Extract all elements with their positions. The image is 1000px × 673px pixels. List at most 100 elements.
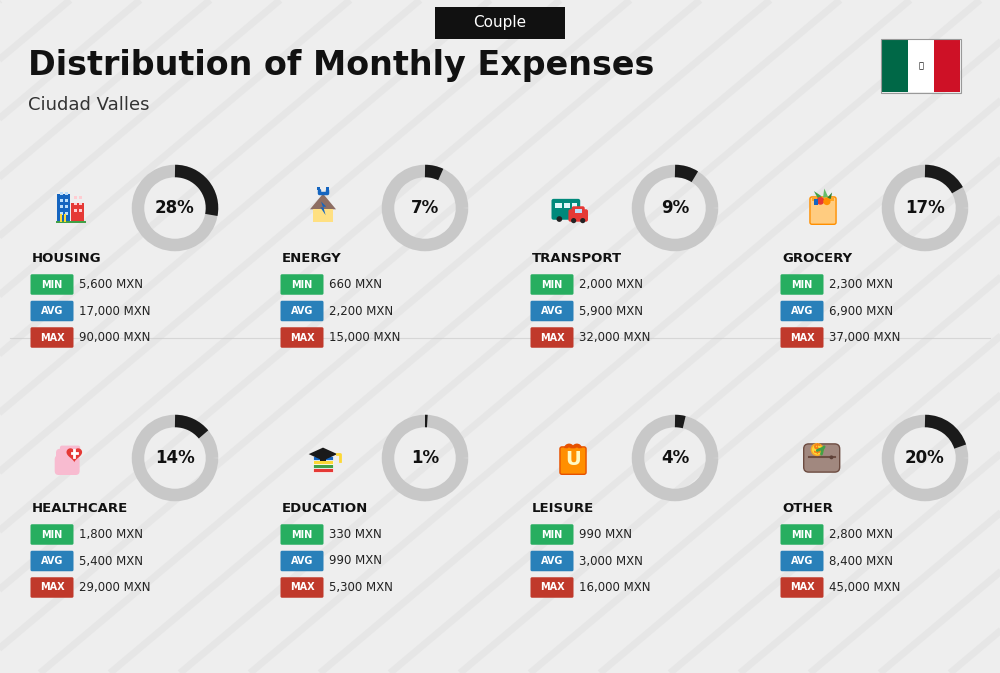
FancyBboxPatch shape xyxy=(568,209,588,221)
Text: MIN: MIN xyxy=(291,279,313,289)
Text: MAX: MAX xyxy=(40,583,64,592)
Bar xyxy=(65,205,68,208)
Bar xyxy=(56,221,86,223)
FancyBboxPatch shape xyxy=(552,199,580,220)
Bar xyxy=(71,203,84,222)
Polygon shape xyxy=(827,192,832,199)
Bar xyxy=(934,40,960,92)
Text: MIN: MIN xyxy=(541,530,563,540)
Bar xyxy=(313,456,333,460)
Text: 45,000 MXN: 45,000 MXN xyxy=(829,581,900,594)
Text: $: $ xyxy=(813,443,822,456)
FancyBboxPatch shape xyxy=(572,206,585,215)
Text: TRANSPORT: TRANSPORT xyxy=(532,252,622,264)
Text: 5,400 MXN: 5,400 MXN xyxy=(79,555,143,567)
Bar xyxy=(79,196,82,199)
FancyBboxPatch shape xyxy=(30,301,74,321)
Text: AVG: AVG xyxy=(541,556,563,566)
Circle shape xyxy=(556,216,562,222)
Text: 17,000 MXN: 17,000 MXN xyxy=(79,304,150,318)
FancyBboxPatch shape xyxy=(69,446,76,457)
Text: 3,000 MXN: 3,000 MXN xyxy=(579,555,643,567)
Text: 20%: 20% xyxy=(905,449,945,467)
FancyBboxPatch shape xyxy=(435,7,565,39)
Bar xyxy=(60,214,62,221)
FancyBboxPatch shape xyxy=(781,577,824,598)
Text: Ciudad Valles: Ciudad Valles xyxy=(28,96,150,114)
Text: 1,800 MXN: 1,800 MXN xyxy=(79,528,143,541)
FancyBboxPatch shape xyxy=(531,275,574,295)
FancyBboxPatch shape xyxy=(531,327,574,348)
FancyBboxPatch shape xyxy=(531,524,574,544)
Text: HOUSING: HOUSING xyxy=(32,252,102,264)
Text: MAX: MAX xyxy=(290,583,314,592)
FancyBboxPatch shape xyxy=(280,524,324,544)
Text: 2,800 MXN: 2,800 MXN xyxy=(829,528,893,541)
FancyBboxPatch shape xyxy=(810,197,836,224)
Bar xyxy=(79,209,82,212)
Circle shape xyxy=(811,444,823,456)
Bar xyxy=(881,39,961,93)
Bar xyxy=(566,451,580,456)
FancyBboxPatch shape xyxy=(30,275,74,295)
Bar xyxy=(313,209,333,222)
Bar xyxy=(65,199,68,201)
Text: MAX: MAX xyxy=(790,332,814,343)
FancyBboxPatch shape xyxy=(55,456,80,475)
Text: 90,000 MXN: 90,000 MXN xyxy=(79,331,150,344)
Polygon shape xyxy=(814,191,822,199)
Text: AVG: AVG xyxy=(791,556,813,566)
Text: 16,000 MXN: 16,000 MXN xyxy=(579,581,650,594)
Circle shape xyxy=(823,198,831,205)
Bar xyxy=(65,211,68,215)
Circle shape xyxy=(571,216,577,222)
Bar xyxy=(317,187,320,190)
Bar xyxy=(60,192,63,195)
Bar xyxy=(60,211,63,215)
Text: AVG: AVG xyxy=(291,556,313,566)
FancyBboxPatch shape xyxy=(280,577,324,598)
Text: 5,900 MXN: 5,900 MXN xyxy=(579,304,643,318)
FancyBboxPatch shape xyxy=(280,301,324,321)
Bar xyxy=(575,209,582,213)
Circle shape xyxy=(830,456,833,459)
Bar xyxy=(882,40,908,92)
Polygon shape xyxy=(309,448,337,460)
FancyBboxPatch shape xyxy=(781,275,824,295)
Circle shape xyxy=(817,197,824,205)
Bar xyxy=(74,203,77,205)
Polygon shape xyxy=(823,188,828,198)
Text: 14%: 14% xyxy=(155,449,195,467)
Text: 660 MXN: 660 MXN xyxy=(329,278,382,291)
Text: 990 MXN: 990 MXN xyxy=(579,528,632,541)
Text: 32,000 MXN: 32,000 MXN xyxy=(579,331,650,344)
Polygon shape xyxy=(67,448,82,462)
Text: 8,400 MXN: 8,400 MXN xyxy=(829,555,893,567)
FancyBboxPatch shape xyxy=(280,551,324,571)
Text: MAX: MAX xyxy=(290,332,314,343)
Text: HEALTHCARE: HEALTHCARE xyxy=(32,501,128,514)
Text: MAX: MAX xyxy=(540,332,564,343)
Text: 4%: 4% xyxy=(661,449,689,467)
Bar xyxy=(74,209,77,212)
Text: 2,000 MXN: 2,000 MXN xyxy=(579,278,643,291)
FancyBboxPatch shape xyxy=(73,446,80,457)
FancyBboxPatch shape xyxy=(30,551,74,571)
Bar xyxy=(812,199,834,201)
Text: AVG: AVG xyxy=(41,556,63,566)
Text: MIN: MIN xyxy=(541,279,563,289)
Text: 37,000 MXN: 37,000 MXN xyxy=(829,331,900,344)
Bar xyxy=(60,199,63,201)
FancyBboxPatch shape xyxy=(30,327,74,348)
Text: MAX: MAX xyxy=(790,583,814,592)
Text: 🦅: 🦅 xyxy=(919,61,924,71)
FancyBboxPatch shape xyxy=(280,275,324,295)
FancyBboxPatch shape xyxy=(30,524,74,544)
Text: AVG: AVG xyxy=(291,306,313,316)
Bar xyxy=(64,214,66,221)
Text: AVG: AVG xyxy=(791,306,813,316)
Text: 28%: 28% xyxy=(155,199,195,217)
Polygon shape xyxy=(310,194,336,209)
FancyBboxPatch shape xyxy=(781,524,824,544)
FancyBboxPatch shape xyxy=(560,447,586,474)
